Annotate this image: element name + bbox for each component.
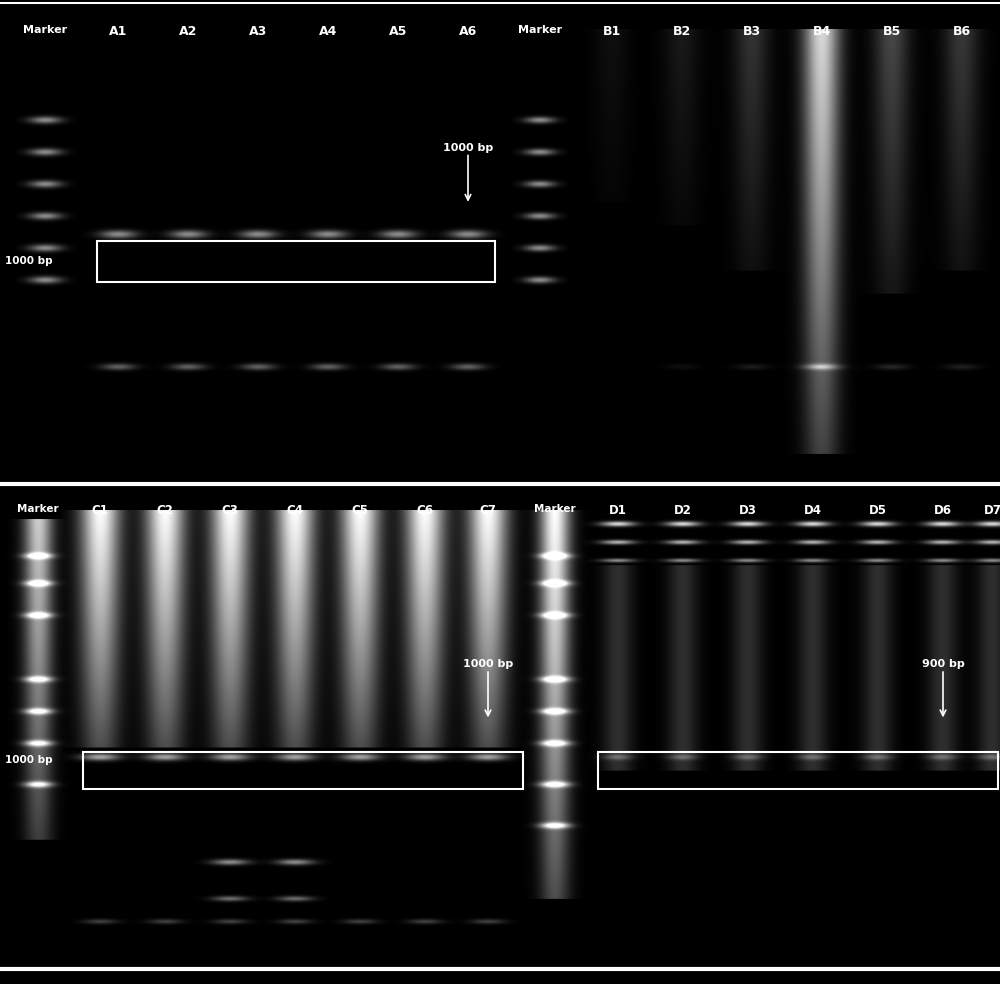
Text: B3: B3 xyxy=(743,25,761,37)
Text: B5: B5 xyxy=(883,25,901,37)
Text: B1: B1 xyxy=(603,25,621,37)
Text: D4: D4 xyxy=(804,504,822,517)
Text: A2: A2 xyxy=(179,25,197,37)
Text: B6: B6 xyxy=(953,25,971,37)
Text: C7: C7 xyxy=(480,504,496,517)
Text: Marker: Marker xyxy=(518,25,562,34)
Text: Marker: Marker xyxy=(534,504,576,514)
Bar xyxy=(598,752,998,789)
Text: A4: A4 xyxy=(319,25,337,37)
Text: D5: D5 xyxy=(869,504,887,517)
Text: 1000 bp: 1000 bp xyxy=(443,143,493,153)
Text: 1000 bp: 1000 bp xyxy=(5,256,53,266)
Text: 1000 bp: 1000 bp xyxy=(5,755,53,765)
Text: 900 bp: 900 bp xyxy=(922,659,964,669)
Text: A5: A5 xyxy=(389,25,407,37)
Text: D3: D3 xyxy=(739,504,757,517)
Text: D6: D6 xyxy=(934,504,952,517)
Text: A1: A1 xyxy=(109,25,127,37)
Text: C5: C5 xyxy=(352,504,368,517)
Bar xyxy=(83,752,523,789)
Text: B2: B2 xyxy=(673,25,691,37)
Text: C2: C2 xyxy=(157,504,173,517)
Text: C4: C4 xyxy=(287,504,304,517)
Text: D1: D1 xyxy=(609,504,627,517)
Text: Marker: Marker xyxy=(17,504,59,514)
Text: B4: B4 xyxy=(813,25,831,37)
Text: C6: C6 xyxy=(416,504,434,517)
Text: C1: C1 xyxy=(92,504,108,517)
Text: 1000 bp: 1000 bp xyxy=(463,659,513,669)
Text: D2: D2 xyxy=(674,504,692,517)
Text: Marker: Marker xyxy=(23,25,67,34)
Bar xyxy=(97,241,495,282)
Text: D7: D7 xyxy=(984,504,1000,517)
Text: C3: C3 xyxy=(222,504,238,517)
Text: A6: A6 xyxy=(459,25,477,37)
Text: A3: A3 xyxy=(249,25,267,37)
